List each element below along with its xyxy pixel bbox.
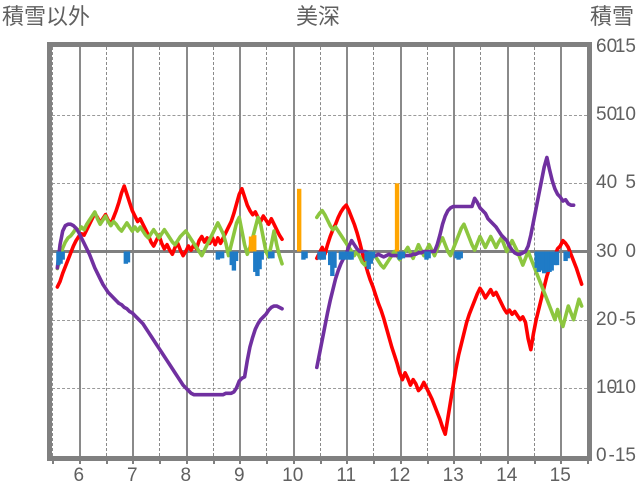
x-tickmark [52, 456, 54, 464]
x-tickmark [373, 456, 375, 464]
blue-bars-item [321, 251, 326, 260]
x-tickmark [560, 456, 563, 464]
blue-bars-item [538, 251, 544, 271]
y-tick-right-3: 30 [596, 240, 618, 262]
x-tickmark [587, 456, 589, 464]
x-tickmark [212, 456, 215, 464]
x-tick-8: 8 [180, 465, 192, 486]
blue-bars-item [549, 251, 554, 271]
blue-bars-item [565, 251, 570, 259]
x-tickmark [453, 456, 456, 464]
x-tickmark [399, 456, 402, 464]
blue-bars-item [125, 251, 131, 263]
x-tick-14: 14 [496, 465, 518, 486]
y-tick-left-1: 10 [614, 104, 636, 126]
x-tick-11: 11 [336, 465, 357, 486]
green-line [55, 208, 584, 329]
x-tickmark [319, 456, 322, 464]
x-tickmark [480, 456, 482, 464]
blue-bars-item [426, 251, 431, 259]
x-tick-7: 7 [126, 465, 138, 486]
blue-bars-item [458, 251, 463, 259]
y-tick-left-3: 0 [625, 240, 636, 262]
y-tick-left-5: -10 [608, 376, 636, 398]
orange-bars-item [248, 236, 254, 252]
x-tickmark [266, 456, 268, 464]
page-title: 美深 [295, 4, 340, 29]
x-tickmark [426, 456, 429, 464]
orange-bars-item [296, 188, 302, 252]
x-tickmark [132, 456, 135, 464]
x-tickmark [105, 456, 108, 464]
plot-area [47, 42, 592, 461]
y-tick-right-4: 20 [596, 308, 618, 330]
y-tick-left-2: 5 [625, 172, 636, 194]
y-tick-right-6: 0 [596, 445, 607, 466]
y-tick-right-2: 40 [596, 172, 618, 194]
x-tick-13: 13 [442, 465, 464, 486]
x-tickmark [159, 456, 161, 464]
y-tick-left-6: -15 [608, 445, 636, 466]
plot-inner [52, 47, 587, 456]
blue-bars-item [349, 251, 354, 260]
orange-bars [248, 183, 400, 252]
blue-bars-item [342, 251, 348, 260]
data-series-layer [55, 155, 584, 436]
x-tickmark [239, 456, 242, 464]
x-tickmark [185, 456, 188, 464]
y-tick-right-1: 50 [596, 104, 618, 126]
x-tick-12: 12 [389, 465, 411, 486]
blue-bars-item [257, 251, 262, 270]
x-tick-6: 6 [73, 465, 85, 486]
orange-bars-item [394, 183, 400, 252]
blue-bars-item [303, 251, 308, 259]
x-tick-10: 10 [282, 465, 304, 486]
x-tickmark [292, 456, 295, 464]
blue-bars-item [370, 251, 376, 259]
blue-bars-item [544, 251, 549, 272]
blue-bars-item [60, 251, 65, 260]
blue-bars-item [332, 251, 337, 268]
blue-bars-item [231, 251, 237, 271]
blue-bars [56, 251, 570, 277]
orange-bars-item [252, 235, 257, 252]
x-tickmark [78, 456, 81, 464]
purple-line [55, 155, 576, 397]
x-tickmark [346, 456, 349, 464]
blue-bars-item [554, 251, 560, 266]
blue-bars-item [397, 251, 402, 260]
blue-bars-item [219, 251, 225, 259]
x-tick-15: 15 [549, 465, 571, 486]
y-tick-left-4: -5 [619, 308, 636, 330]
y-tick-right-5: 10 [596, 376, 618, 398]
x-tickmark [533, 456, 536, 464]
x-tick-9: 9 [233, 465, 245, 486]
blue-bars-item [259, 251, 264, 260]
blue-bars-item [233, 251, 239, 262]
y-tick-left-0: 15 [614, 36, 636, 57]
x-tickmark [506, 456, 509, 464]
left-axis-title: 積雪以外 [2, 4, 91, 29]
red-line [55, 184, 584, 436]
blue-bars-item [400, 251, 406, 259]
blue-bars-item [270, 251, 275, 259]
right-axis-title: 積雪 [589, 4, 634, 29]
y-tick-right-0: 60 [596, 36, 618, 57]
